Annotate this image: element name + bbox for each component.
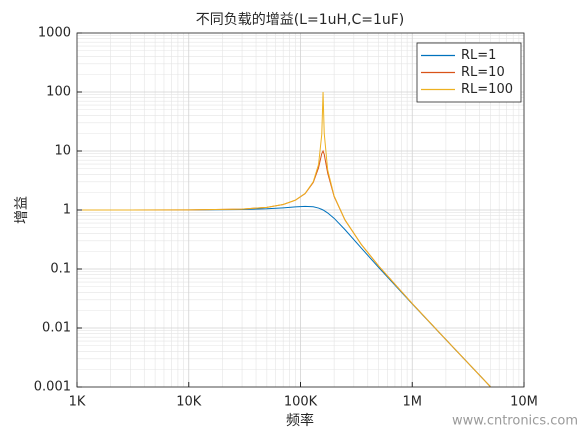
watermark: www.cntronics.com (452, 414, 578, 429)
y-tick-label: 0.1 (50, 262, 71, 277)
x-tick-label: 1K (69, 395, 86, 410)
x-tick-label: 100K (284, 395, 318, 410)
x-tick-label: 10K (176, 395, 202, 410)
legend: RL=1 RL=10 RL=100 (416, 42, 522, 103)
y-tick-label: 1000 (38, 26, 71, 41)
x-tick-label: 1M (403, 395, 423, 410)
x-tick-label: 10M (510, 395, 538, 410)
ticks: 1K 10K 100K 1M 10M 0.001 0.01 0.1 1 10 100 1000 (34, 26, 538, 410)
legend-label: RL=10 (461, 65, 505, 80)
x-axis-label: 频率 (286, 412, 314, 429)
chart-title: 不同负载的增益(L=1uH,C=1uF) (196, 12, 405, 28)
lines (77, 91, 491, 387)
legend-label: RL=1 (461, 48, 496, 63)
series-line (77, 91, 491, 387)
y-tick-label: 100 (46, 85, 71, 100)
y-axis-label: 增益 (14, 196, 30, 224)
y-tick-label: 10 (54, 144, 71, 159)
y-tick-label: 0.001 (34, 380, 71, 395)
series-line (77, 205, 491, 387)
y-tick-label: 1 (63, 203, 71, 218)
legend-label: RL=100 (461, 82, 513, 97)
y-tick-label: 0.01 (42, 321, 71, 336)
